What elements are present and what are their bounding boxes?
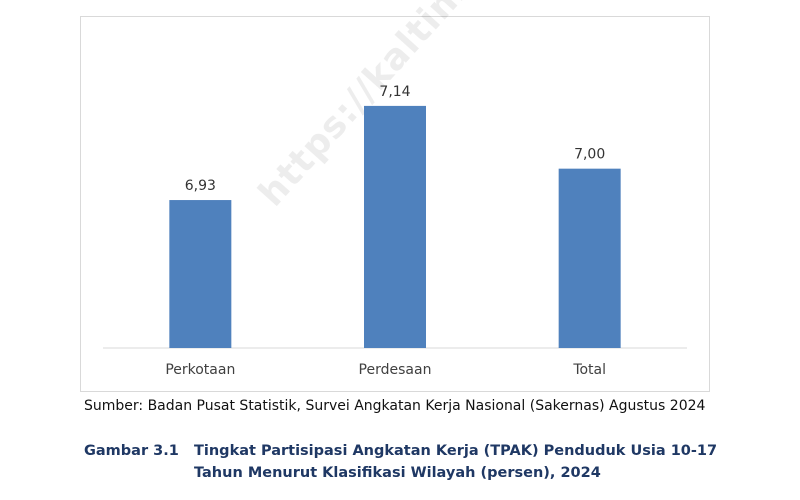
bar-perkotaan xyxy=(169,200,232,348)
caption-line-2: Tahun Menurut Klasifikasi Wilayah (perse… xyxy=(194,465,601,481)
figure-caption: Gambar 3.1 Tingkat Partisipasi Angkatan K… xyxy=(84,440,717,484)
source-note: Sumber: Badan Pusat Statistik, Survei An… xyxy=(84,398,706,414)
data-label-perkotaan: 6,93 xyxy=(185,178,216,194)
chart-frame: https://kaltim.bps.go.id 6,93 Perkotaan 7,… xyxy=(80,0,710,392)
bar-chart: 6,93 Perkotaan 7,14 Perdesaan 7,00 Total xyxy=(103,84,687,378)
category-label-perkotaan: Perkotaan xyxy=(165,362,235,378)
data-label-total: 7,00 xyxy=(574,147,605,163)
category-label-perdesaan: Perdesaan xyxy=(359,362,432,378)
data-label-perdesaan: 7,14 xyxy=(379,84,410,100)
caption-line-1: Tingkat Partisipasi Angkatan Kerja (TPAK… xyxy=(194,443,718,459)
category-label-total: Total xyxy=(572,362,606,378)
bar-total xyxy=(558,168,621,348)
bar-perdesaan xyxy=(364,105,426,349)
figure-number: Gambar 3.1 xyxy=(84,443,179,459)
